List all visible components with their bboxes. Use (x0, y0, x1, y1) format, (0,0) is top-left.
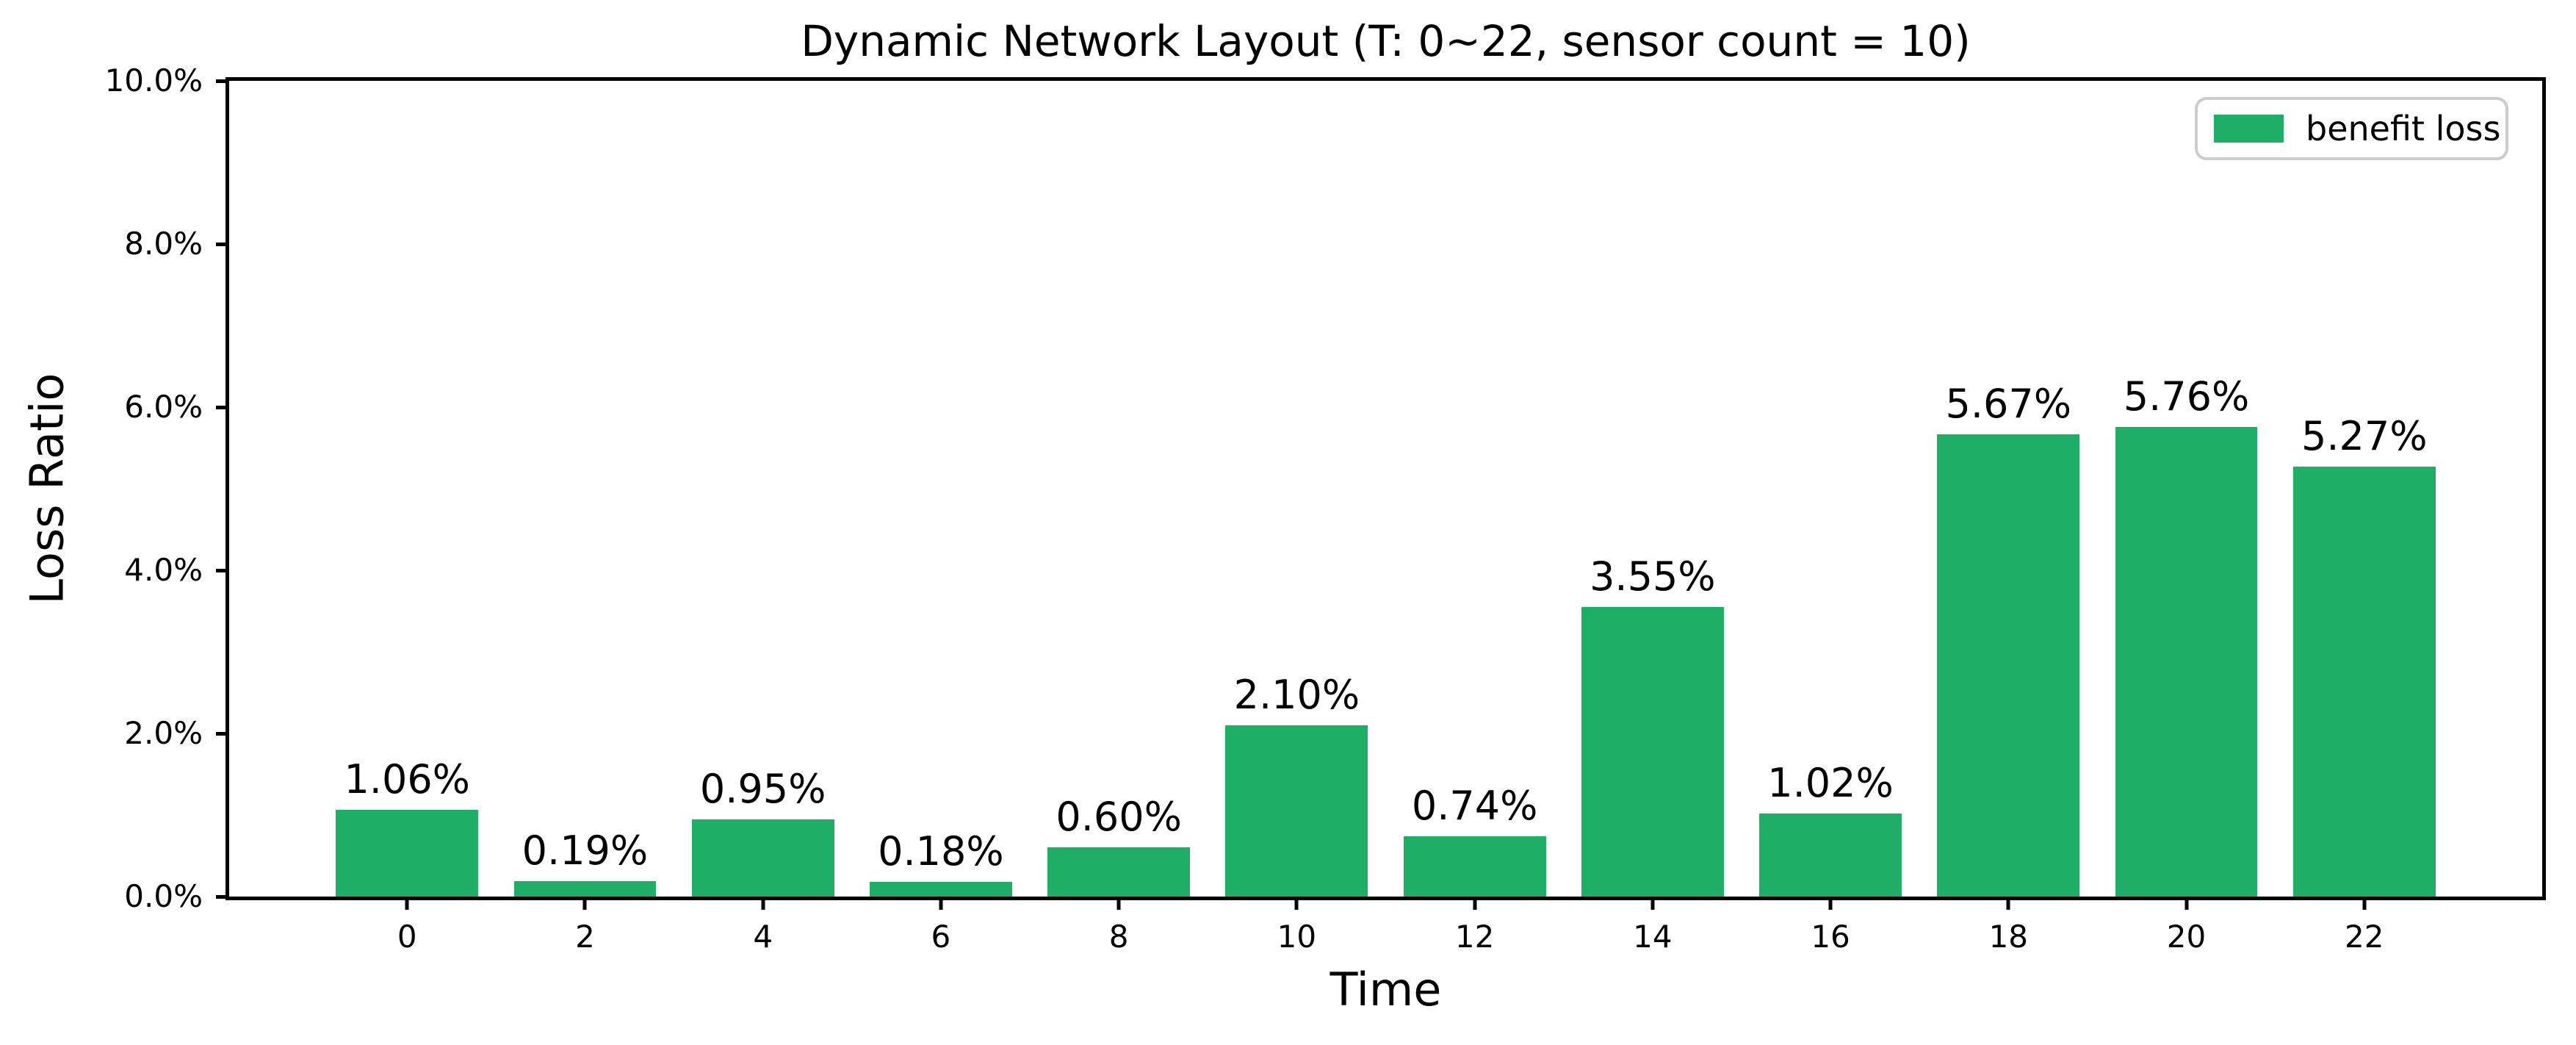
y-tick-label: 0.0% (124, 878, 203, 914)
y-tick-mark (216, 894, 229, 899)
legend-label: benefit loss (2306, 109, 2501, 148)
bar (870, 882, 1012, 897)
bar (1403, 836, 1546, 897)
y-tick-mark (216, 731, 229, 736)
plot-area: 1.06% 0 0.19% 2 0.95% 4 0.18% 6 0.60% 8 2.10% 10 0.7… (105, 65, 2546, 952)
x-tick-mark (939, 897, 943, 910)
x-tick-mark (1473, 897, 1477, 910)
y-tick-label: 2.0% (124, 715, 203, 751)
y-tick-mark (216, 242, 229, 246)
x-tick-label: 0 (397, 919, 417, 955)
bar (1759, 813, 1902, 897)
bar (1937, 434, 2080, 897)
x-tick-mark (761, 897, 765, 910)
x-tick-label: 12 (1454, 919, 1495, 955)
bar-value-label: 5.27% (2301, 413, 2428, 460)
bar-value-label: 5.67% (1945, 380, 2072, 427)
bar-value-label: 2.10% (1233, 671, 1360, 718)
bar-value-label: 1.06% (344, 756, 470, 803)
x-tick-label: 18 (1988, 919, 2029, 955)
y-tick-mark (216, 405, 229, 409)
x-tick-mark (405, 897, 409, 910)
x-tick-mark (2006, 897, 2010, 910)
x-tick-label: 22 (2345, 919, 2384, 955)
bar-value-label: 0.74% (1411, 782, 1538, 829)
bar-value-label: 0.19% (522, 827, 649, 874)
y-tick-label: 6.0% (124, 389, 203, 425)
bar (336, 810, 479, 897)
y-tick-label: 4.0% (124, 552, 203, 588)
chart-title: Dynamic Network Layout (T: 0~22, sensor … (801, 16, 1971, 66)
legend: benefit loss (2195, 97, 2508, 160)
x-tick-mark (1294, 897, 1299, 910)
y-axis-label-wrap: Loss Ratio (10, 77, 84, 900)
x-tick-label: 20 (2166, 919, 2207, 955)
x-tick-label: 8 (1108, 919, 1129, 955)
y-tick-label: 8.0% (124, 226, 203, 262)
x-tick-label: 4 (753, 919, 773, 955)
bar-value-label: 5.76% (2123, 373, 2250, 420)
bar (2292, 467, 2436, 897)
legend-swatch-benefit-loss (2214, 115, 2284, 143)
bar (1581, 606, 1724, 897)
bar-value-label: 0.60% (1056, 794, 1182, 841)
bar-value-label: 0.18% (878, 828, 1004, 875)
x-tick-mark (2184, 897, 2189, 910)
y-tick-label: 10.0% (104, 62, 203, 98)
bar (2115, 426, 2258, 897)
y-tick-mark (216, 568, 229, 572)
x-tick-mark (2362, 897, 2367, 910)
bar (513, 880, 657, 897)
x-tick-label: 6 (931, 919, 951, 955)
y-tick-mark (216, 79, 229, 83)
x-tick-label: 16 (1811, 919, 1850, 955)
x-axis-label: Time (1330, 963, 1442, 1016)
x-tick-mark (1650, 897, 1655, 910)
bar-value-label: 1.02% (1767, 759, 1894, 806)
bar-value-label: 3.55% (1590, 553, 1716, 600)
y-axis-label: Loss Ratio (20, 373, 73, 605)
bar (1047, 847, 1191, 897)
x-tick-label: 14 (1633, 919, 1673, 955)
x-tick-mark (582, 897, 587, 910)
bar-value-label: 0.95% (699, 765, 826, 812)
bar (691, 819, 834, 897)
x-tick-label: 10 (1277, 919, 1317, 955)
x-tick-mark (1828, 897, 1833, 910)
bar (1225, 725, 1368, 897)
x-tick-label: 2 (575, 919, 595, 955)
x-tick-mark (1116, 897, 1121, 910)
